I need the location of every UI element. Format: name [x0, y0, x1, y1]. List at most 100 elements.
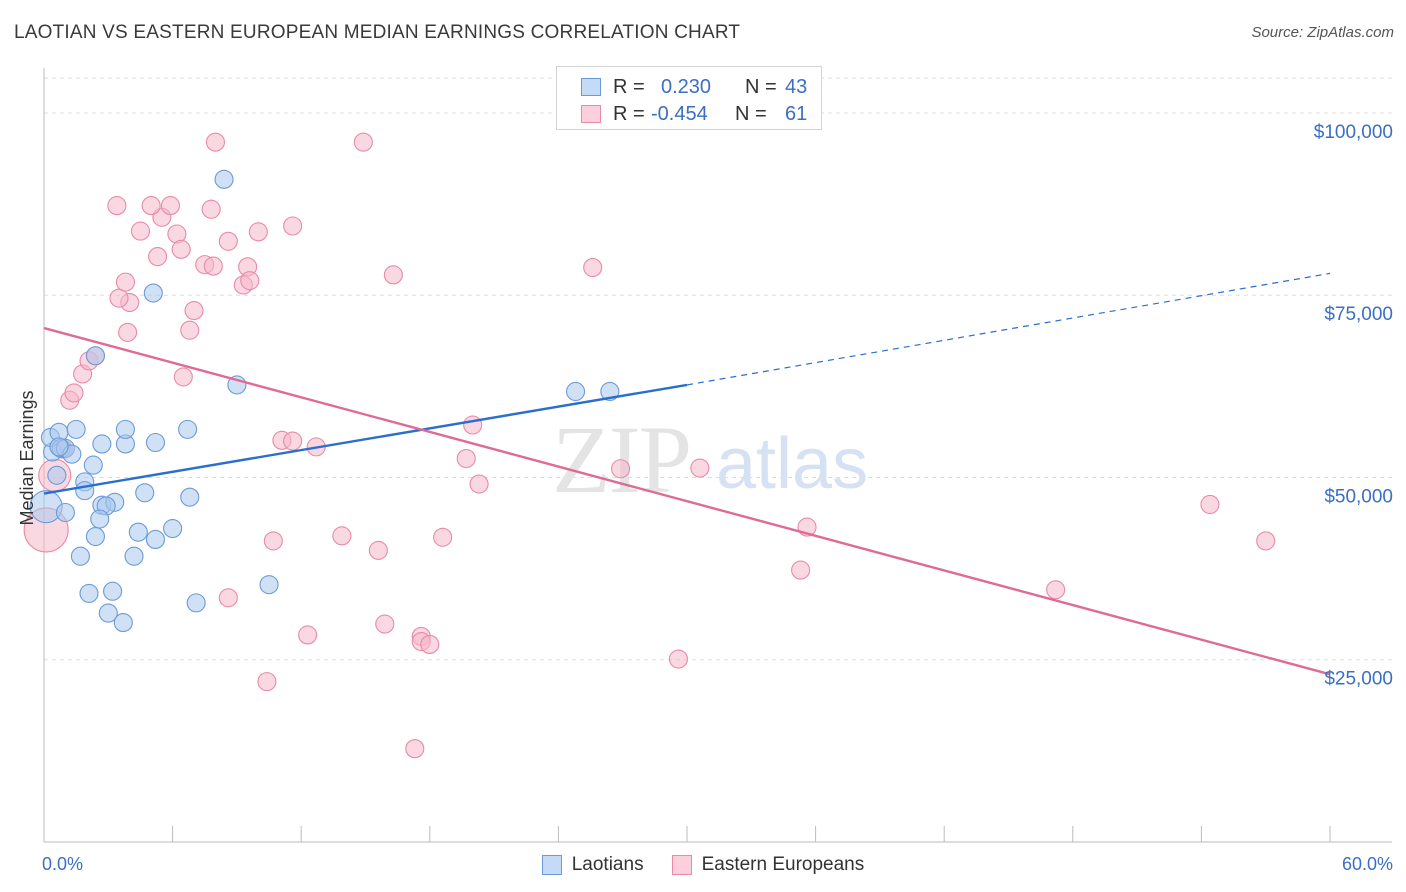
eastern-european-point — [611, 459, 631, 479]
x-tick-label-min: 0.0% — [42, 854, 83, 874]
eastern-european-point — [184, 301, 204, 321]
r-label: R = — [613, 102, 645, 125]
eastern-european-point — [201, 199, 221, 219]
eastern-european-point — [463, 415, 483, 435]
laotian-point — [70, 546, 90, 566]
laotian-point — [186, 593, 206, 613]
eastern-european-point — [583, 257, 603, 278]
laotian-point — [124, 546, 144, 566]
eastern-european-point — [332, 526, 352, 546]
eastern-european-point — [115, 272, 135, 292]
watermark-atlas: atlas — [716, 424, 868, 504]
chart-title: LAOTIAN VS EASTERN EUROPEAN MEDIAN EARNI… — [14, 22, 741, 43]
laotian-point — [143, 283, 163, 303]
eastern-european-point — [353, 132, 373, 152]
laotian-point — [103, 581, 123, 601]
eastern-european-point — [118, 322, 138, 342]
watermark: ZIP atlas — [552, 406, 868, 513]
eastern-europeans-swatch — [581, 105, 601, 123]
eastern-european-point — [668, 649, 688, 669]
laotian-point — [145, 529, 166, 550]
laotian-point — [55, 502, 75, 523]
laotian-point — [135, 483, 155, 503]
eastern-european-point — [218, 588, 238, 608]
eastern-european-point — [248, 222, 268, 242]
stats-row-eastern-europeans: R = -0.454 N = 61 — [581, 101, 807, 127]
eastern-european-point — [141, 196, 161, 216]
eastern-european-point — [148, 247, 168, 267]
eastern-european-point — [791, 560, 811, 580]
eastern-european-point — [1200, 494, 1220, 515]
laotian-point — [85, 526, 105, 547]
eastern-european-point — [405, 739, 425, 759]
laotian-point — [145, 432, 166, 453]
eastern-european-point — [1046, 580, 1066, 600]
laotian-point — [85, 346, 105, 366]
eastern-european-point — [64, 383, 84, 403]
laotian-point — [180, 487, 200, 507]
r-value-laotians: 0.230 — [661, 75, 712, 98]
laotian-point — [163, 518, 183, 539]
eastern-european-point — [283, 431, 303, 451]
tick-labels: $25,000 $50,000 $75,000 $100,000 0.0% 60.0% — [42, 122, 1393, 874]
eastern-europeans-legend-swatch — [671, 855, 692, 875]
laotian-point — [259, 575, 279, 595]
series-legend: Laotians Eastern Europeans — [0, 852, 1406, 878]
eastern-european-point — [469, 474, 489, 494]
legend-item-laotians[interactable]: Laotians — [541, 854, 644, 876]
eastern-european-point — [203, 256, 223, 276]
stats-row-laotians: R = 0.230 N = 43 — [581, 74, 807, 100]
eastern-european-point — [218, 231, 238, 251]
eastern-european-point — [171, 239, 191, 259]
eastern-european-point — [240, 271, 260, 291]
laotians-legend-swatch — [541, 855, 562, 875]
laotian-point — [92, 434, 112, 454]
n-value-eastern-europeans: 61 — [785, 102, 808, 125]
eastern-european-point — [107, 196, 127, 216]
x-tick-label-max: 60.0% — [1342, 854, 1393, 874]
laotian-points — [29, 169, 620, 633]
eastern-european-point — [375, 614, 395, 634]
eastern-european-point — [205, 132, 226, 152]
laotian-point — [214, 169, 234, 189]
y-tick-label: $50,000 — [1324, 486, 1393, 507]
n-value-laotians: 43 — [785, 75, 808, 98]
laotian-point — [66, 419, 86, 439]
laotian-trend-extension — [686, 272, 1331, 386]
eastern-european-point — [263, 531, 283, 551]
eastern-european-point — [456, 448, 476, 469]
y-tick-label: $100,000 — [1314, 122, 1393, 143]
eastern-european-point — [283, 216, 303, 236]
laotian-point — [83, 455, 103, 475]
laotian-point — [565, 381, 586, 402]
eastern-european-point — [368, 540, 388, 560]
laotian-point — [79, 583, 99, 603]
eastern-european-point — [180, 320, 200, 340]
r-value-eastern-europeans: -0.454 — [651, 102, 708, 125]
laotian-point — [90, 509, 110, 529]
eastern-european-trend-line — [43, 326, 1331, 676]
source-credit: Source: ZipAtlas.com — [1251, 24, 1394, 41]
y-axis-label: Median Earnings — [17, 390, 37, 525]
eastern-european-point — [130, 221, 150, 241]
legend-label-eastern-europeans: Eastern Europeans — [701, 854, 865, 875]
legend-label-laotians: Laotians — [571, 854, 644, 875]
n-label: N = — [745, 75, 777, 98]
y-tick-label: $75,000 — [1324, 304, 1393, 325]
eastern-european-point — [109, 288, 129, 308]
laotian-trend-line — [43, 383, 688, 495]
eastern-european-point — [383, 265, 403, 285]
laotian-point — [113, 613, 133, 633]
eastern-european-point — [433, 527, 453, 547]
laotian-point — [47, 465, 67, 485]
legend-item-eastern-europeans[interactable]: Eastern Europeans — [671, 854, 865, 876]
trend-lines — [43, 272, 1331, 676]
laotian-point — [128, 522, 148, 542]
laotian-point — [178, 419, 198, 439]
laotian-point — [75, 481, 95, 501]
n-label: N = — [735, 102, 767, 125]
laotian-point — [98, 603, 118, 623]
eastern-european-point — [690, 458, 710, 478]
eastern-european-point — [298, 625, 318, 645]
